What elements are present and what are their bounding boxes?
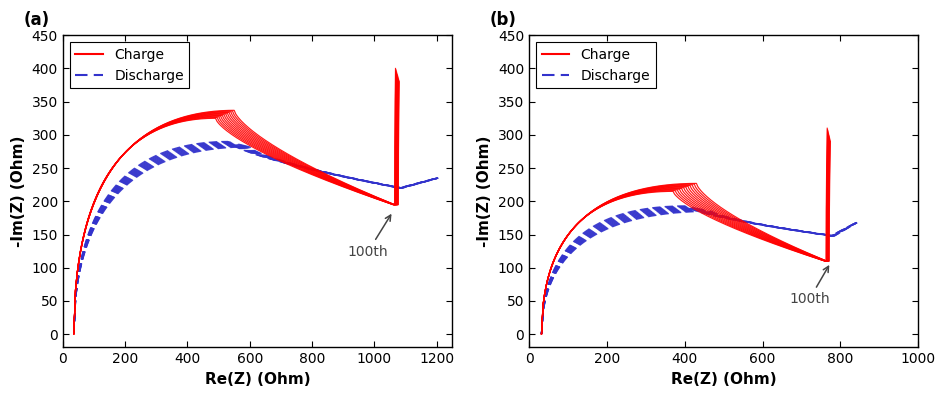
Text: (b): (b) xyxy=(491,11,517,29)
Legend: Charge, Discharge: Charge, Discharge xyxy=(70,42,189,88)
Y-axis label: -Im(Z) (Ohm): -Im(Z) (Ohm) xyxy=(477,136,492,247)
X-axis label: Re(Z) (Ohm): Re(Z) (Ohm) xyxy=(670,372,777,387)
Legend: Charge, Discharge: Charge, Discharge xyxy=(536,42,655,88)
Y-axis label: -Im(Z) (Ohm): -Im(Z) (Ohm) xyxy=(11,136,27,247)
Text: 100th: 100th xyxy=(348,215,391,259)
Text: (a): (a) xyxy=(24,11,50,29)
X-axis label: Re(Z) (Ohm): Re(Z) (Ohm) xyxy=(205,372,311,387)
Text: 100th: 100th xyxy=(789,266,830,306)
